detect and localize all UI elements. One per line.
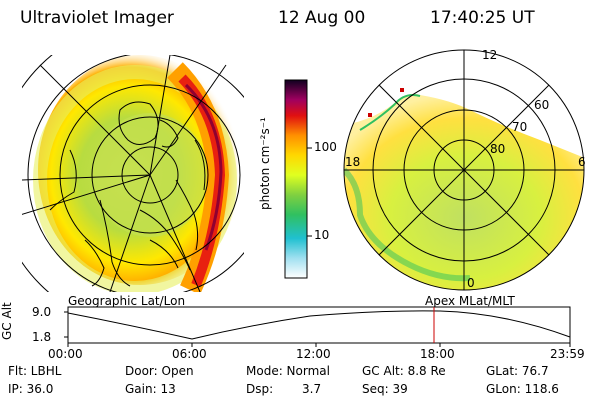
info-glat: GLat: 76.7	[486, 364, 549, 378]
title: Ultraviolet Imager	[20, 8, 174, 28]
mlat-label-80: 80	[490, 142, 506, 156]
time: 17:40:25 UT	[430, 8, 535, 28]
info-dsp-value: 3.7	[302, 382, 322, 396]
colorbar-tick-100: 100	[314, 140, 337, 154]
mlt-label-6: 6	[578, 155, 586, 169]
colorbar-unit-label: photon cm⁻²s⁻¹	[258, 117, 272, 210]
colorbar	[284, 79, 308, 279]
mlt-label-0: 0	[467, 276, 475, 290]
timeline-tick-2359: 23:59	[550, 347, 585, 361]
timeline-ymin: 1.8	[32, 330, 52, 344]
info-seq: Seq: 39	[362, 382, 408, 396]
colorbar-tick-10: 10	[314, 228, 330, 242]
info-filter: Flt: LBHL	[8, 364, 62, 378]
mlat-label-60: 60	[534, 98, 550, 112]
timeline-plot	[64, 306, 571, 347]
info-mode: Mode: Normal	[246, 364, 330, 378]
mlt-label-18: 18	[345, 155, 361, 169]
left-image-panel	[22, 55, 244, 292]
timeline-ylabel: GC Alt	[0, 302, 14, 340]
timeline-tick-1800: 18:00	[420, 347, 455, 361]
info-dsp-label: Dsp:	[246, 382, 274, 396]
left-panel-caption: Geographic Lat/Lon	[68, 294, 186, 308]
right-image-panel	[343, 49, 585, 291]
date: 12 Aug 00	[278, 8, 366, 28]
right-panel-caption: Apex MLat/MLT	[425, 294, 515, 308]
info-ip: IP: 36.0	[8, 382, 54, 396]
timeline-tick-1200: 12:00	[296, 347, 331, 361]
mlat-label-70: 70	[512, 120, 528, 134]
timeline-ymax: 9.0	[32, 305, 52, 319]
timeline-tick-0600: 06:00	[172, 347, 207, 361]
info-gain: Gain: 13	[125, 382, 176, 396]
info-door: Door: Open	[125, 364, 194, 378]
info-glon: GLon: 118.6	[486, 382, 559, 396]
info-gc-alt: GC Alt: 8.8 Re	[362, 364, 446, 378]
mlt-label-12: 12	[482, 48, 498, 62]
timeline-tick-0000: 00:00	[48, 347, 83, 361]
